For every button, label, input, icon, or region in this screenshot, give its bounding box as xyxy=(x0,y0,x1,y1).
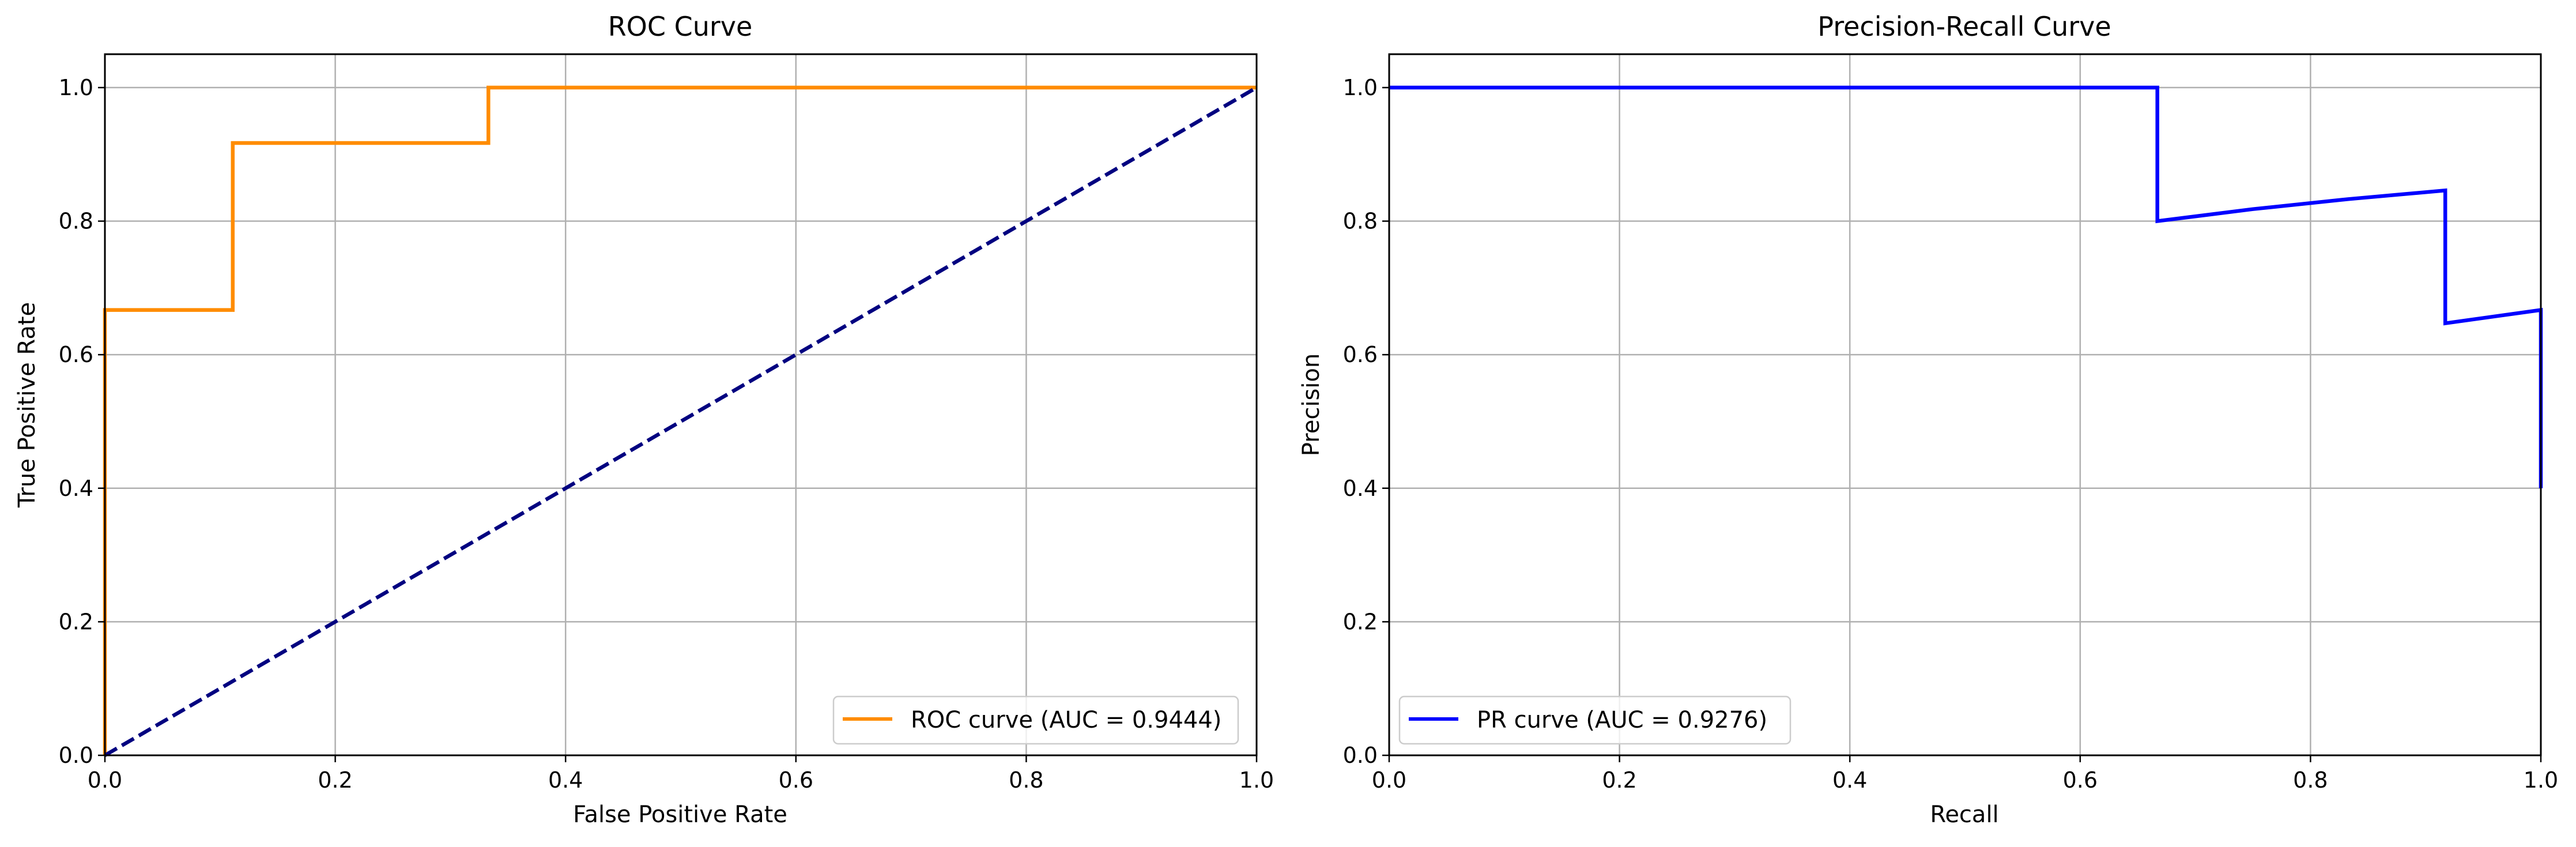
pr-legend: PR curve (AUC = 0.9276) xyxy=(1398,695,1791,745)
roc-series xyxy=(103,85,1258,757)
roc-ytick-label: 0.4 xyxy=(59,476,93,501)
pr-series xyxy=(1389,85,2543,488)
roc-ytick-label: 0.6 xyxy=(59,342,93,367)
pr-title: Precision-Recall Curve xyxy=(1817,11,2111,42)
roc-ytick-label: 0.2 xyxy=(59,609,93,634)
roc-xticks: 0.0 0.2 0.4 0.6 0.8 1.0 xyxy=(88,755,1274,793)
roc-axes-frame xyxy=(104,53,1258,756)
roc-xtick-label: 0.2 xyxy=(318,767,352,793)
roc-xtick-label: 0.8 xyxy=(1009,767,1043,793)
pr-ytick-label: 0.6 xyxy=(1343,342,1378,367)
pr-series-curve xyxy=(1389,85,2543,488)
roc-title: ROC Curve xyxy=(608,11,753,42)
pr-ytick-label: 0.4 xyxy=(1343,476,1378,501)
roc-xtick-label: 0.6 xyxy=(779,767,813,793)
pr-ytick-label: 0.8 xyxy=(1343,209,1378,234)
roc-legend: ROC curve (AUC = 0.9444) xyxy=(832,695,1239,745)
pr-xtick-label: 0.4 xyxy=(1832,767,1867,793)
roc-series-chance-line xyxy=(104,86,1258,757)
pr-legend-label: PR curve (AUC = 0.9276) xyxy=(1477,707,1767,733)
pr-yticks: 0.0 0.2 0.4 0.6 0.8 1.0 xyxy=(1343,75,1389,768)
roc-yticks: 0.0 0.2 0.4 0.6 0.8 1.0 xyxy=(59,75,105,768)
roc-ytick-label: 0.8 xyxy=(59,209,93,234)
pr-ytick-label: 1.0 xyxy=(1343,75,1378,100)
roc-ytick-label: 1.0 xyxy=(59,75,93,100)
pr-axes-frame xyxy=(1388,53,2542,756)
pr-xtick-label: 0.0 xyxy=(1372,767,1406,793)
roc-grid xyxy=(104,54,1258,756)
roc-ylabel: True Positive Rate xyxy=(14,302,40,508)
pr-xticks: 0.0 0.2 0.4 0.6 0.8 1.0 xyxy=(1372,755,2558,793)
roc-legend-label: ROC curve (AUC = 0.9444) xyxy=(911,707,1221,733)
roc-chart: ROC Curve False Positive Rate True Posit… xyxy=(14,11,1274,828)
pr-grid xyxy=(1388,54,2542,756)
roc-xtick-label: 0.0 xyxy=(88,767,122,793)
pr-ylabel: Precision xyxy=(1298,353,1325,456)
roc-xtick-label: 1.0 xyxy=(1239,767,1274,793)
pr-ytick-label: 0.2 xyxy=(1343,609,1378,634)
pr-xtick-label: 0.6 xyxy=(2063,767,2098,793)
roc-xlabel: False Positive Rate xyxy=(573,801,787,828)
pr-chart: Precision-Recall Curve Recall Precision … xyxy=(1298,11,2558,828)
pr-ytick-label: 0.0 xyxy=(1343,743,1378,768)
pr-xtick-label: 0.8 xyxy=(2293,767,2328,793)
roc-xtick-label: 0.4 xyxy=(548,767,583,793)
roc-ytick-label: 0.0 xyxy=(59,743,93,768)
pr-xtick-label: 1.0 xyxy=(2524,767,2558,793)
pr-xlabel: Recall xyxy=(1930,801,1998,828)
pr-xtick-label: 0.2 xyxy=(1602,767,1636,793)
